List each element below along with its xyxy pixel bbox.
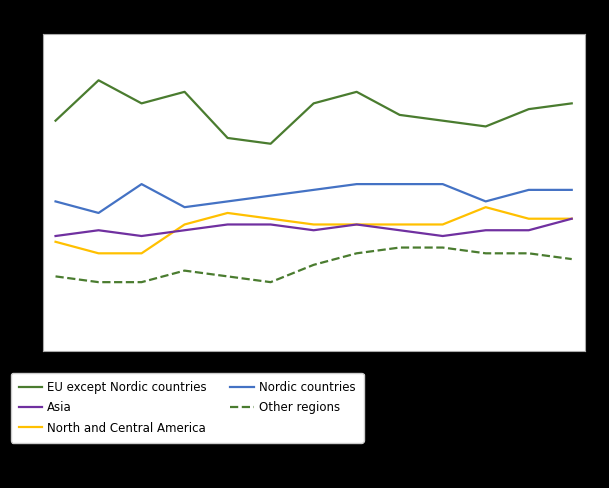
Legend: EU except Nordic countries, Asia, North and Central America, Nordic countries, O: EU except Nordic countries, Asia, North …	[10, 373, 364, 443]
